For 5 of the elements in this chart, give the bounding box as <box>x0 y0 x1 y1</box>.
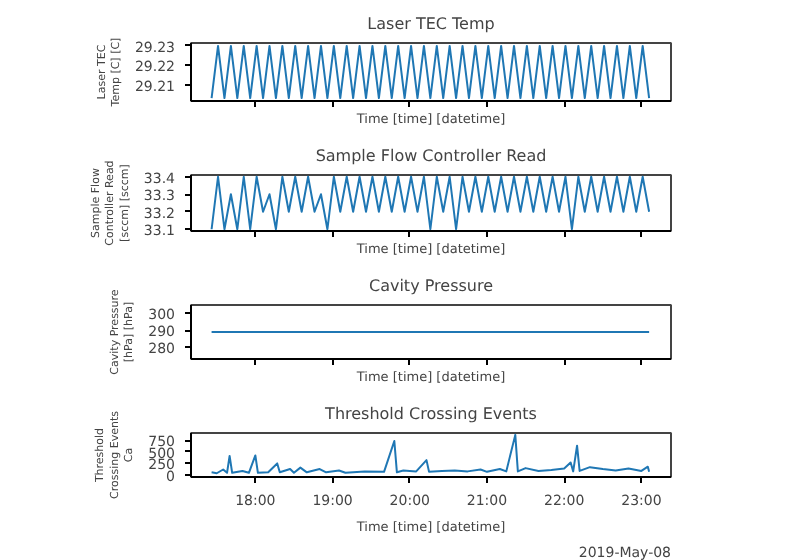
chart-title: Sample Flow Controller Read <box>315 147 547 165</box>
chart-title: Laser TEC Temp <box>367 15 495 33</box>
chart-title: Cavity Pressure <box>368 277 494 295</box>
chart-title: Threshold Crossing Events <box>323 405 537 423</box>
line-series <box>210 175 651 231</box>
